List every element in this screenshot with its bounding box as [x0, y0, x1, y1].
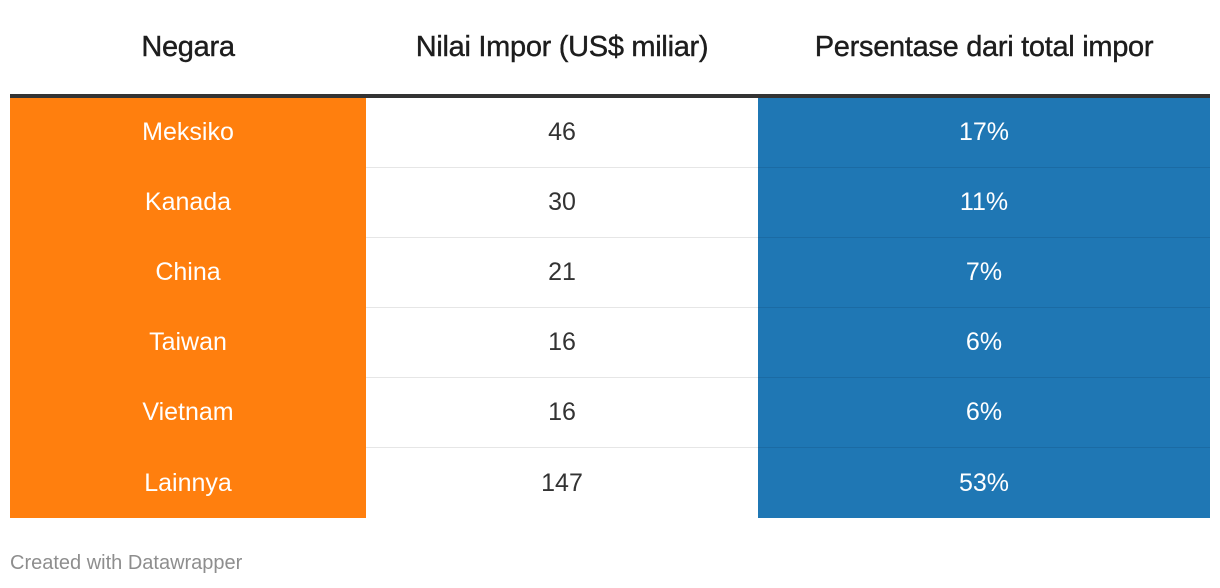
table-body: Meksiko 46 17% Kanada 30 11% China 21 7%…	[10, 96, 1210, 518]
cell-country: China	[10, 237, 366, 308]
cell-country: Kanada	[10, 167, 366, 238]
table-header: Negara Nilai Impor (US$ miliar) Persenta…	[10, 0, 1210, 98]
datawrapper-credit: Created with Datawrapper	[10, 552, 243, 574]
table-row: Vietnam 16 6%	[10, 377, 1210, 448]
cell-import-share: 53%	[758, 447, 1210, 518]
cell-import-share: 6%	[758, 377, 1210, 448]
import-table: Negara Nilai Impor (US$ miliar) Persenta…	[10, 0, 1210, 518]
cell-import-value: 147	[366, 447, 758, 518]
import-table-container: Negara Nilai Impor (US$ miliar) Persenta…	[10, 0, 1210, 518]
cell-country: Lainnya	[10, 447, 366, 518]
column-header-import-share[interactable]: Persentase dari total impor	[758, 0, 1210, 98]
cell-import-share: 17%	[758, 96, 1210, 168]
cell-import-share: 6%	[758, 307, 1210, 378]
cell-import-value: 16	[366, 307, 758, 378]
table-row: Lainnya 147 53%	[10, 447, 1210, 518]
column-header-import-value[interactable]: Nilai Impor (US$ miliar)	[366, 0, 758, 98]
cell-country: Meksiko	[10, 96, 366, 168]
cell-import-share: 11%	[758, 167, 1210, 238]
cell-import-value: 16	[366, 377, 758, 448]
table-row: China 21 7%	[10, 237, 1210, 308]
table-row: Meksiko 46 17%	[10, 96, 1210, 168]
cell-import-value: 21	[366, 237, 758, 308]
cell-country: Taiwan	[10, 307, 366, 378]
cell-import-share: 7%	[758, 237, 1210, 308]
cell-country: Vietnam	[10, 377, 366, 448]
column-header-country[interactable]: Negara	[10, 0, 366, 98]
table-row: Taiwan 16 6%	[10, 307, 1210, 378]
cell-import-value: 46	[366, 96, 758, 168]
header-row: Negara Nilai Impor (US$ miliar) Persenta…	[10, 0, 1210, 98]
table-row: Kanada 30 11%	[10, 167, 1210, 238]
cell-import-value: 30	[366, 167, 758, 238]
